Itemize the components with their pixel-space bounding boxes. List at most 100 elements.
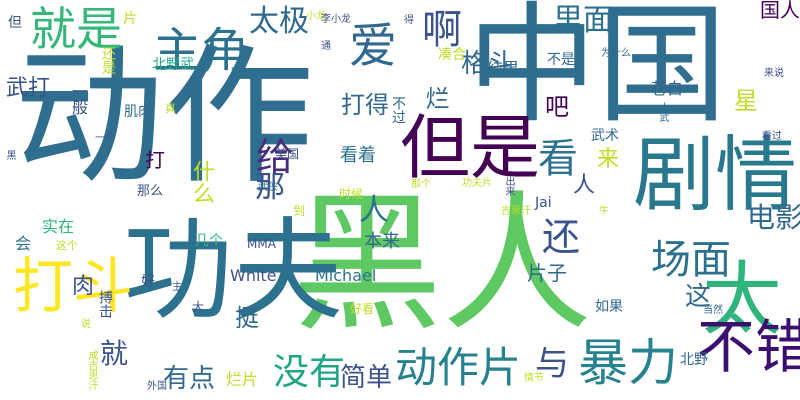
word-57-如果: 如果: [595, 299, 623, 315]
word-69-武术: 武术: [591, 128, 619, 144]
word-52-烂片: 烂片: [226, 370, 259, 389]
word-97-说: 说: [81, 319, 91, 330]
word-53-凑合: 凑合: [438, 47, 466, 63]
word-30-就: 就: [100, 337, 129, 370]
word-28-电影: 电影: [747, 201, 800, 234]
word-77-人武: 人武: [657, 102, 668, 122]
word-4-剧情: 剧情: [633, 128, 798, 223]
word-79-一个: 一个: [95, 133, 115, 144]
word-16-没有: 没有: [273, 352, 346, 393]
word-91-黑: 黑: [4, 150, 15, 160]
word-36-星: 星: [734, 87, 758, 115]
word-18-啊: 啊: [422, 7, 462, 53]
word-3-功夫: 功夫: [123, 207, 343, 335]
word-62-肌肉: 肌肉: [124, 104, 152, 120]
word-20-那: 那: [255, 170, 285, 205]
word-59-片: 片: [123, 11, 137, 27]
word-85-武侠: 武侠: [258, 182, 278, 193]
word-39-看着: 看着: [340, 145, 376, 166]
word-27-简单: 简单: [340, 363, 393, 393]
word-70-还是: 还是: [100, 46, 116, 74]
word-84-出来: 出来: [503, 176, 514, 196]
word-90-牛: 牛: [599, 206, 609, 217]
word-10-不错: 不错: [697, 313, 800, 381]
word-33-武打: 武打: [6, 76, 51, 101]
word-56-不过: 不过: [390, 96, 406, 124]
word-63-搏击: 搏击: [97, 290, 113, 318]
word-17-爱: 爱: [349, 18, 398, 74]
word-19-给: 给: [256, 135, 295, 179]
word-87-李小龙: 李小龙: [321, 14, 351, 25]
word-40-人: 人: [573, 173, 596, 198]
word-81-时候: 时候: [339, 187, 364, 201]
word-22-里面: 里面: [553, 3, 613, 38]
word-38-来: 来: [597, 147, 620, 172]
word-29-这: 这: [685, 282, 712, 312]
word-46-michael: Michael: [315, 266, 377, 285]
word-61-mma: MMA: [247, 237, 276, 251]
word-31-挺: 挺: [235, 304, 259, 332]
word-96-外国: 外国: [147, 381, 167, 392]
word-21-太极: 太极: [249, 4, 309, 39]
word-74-为什么: 为什么: [601, 48, 631, 59]
word-78-真: 真: [165, 102, 176, 115]
word-99-情节: 情节: [524, 373, 544, 384]
word-8-主角: 主角: [153, 23, 250, 79]
word-54-苍白: 苍白: [651, 79, 684, 98]
word-24-人: 人: [359, 193, 389, 228]
word-15-看: 看: [538, 136, 578, 182]
word-43-本来: 本来: [364, 231, 400, 252]
word-50-结果: 结果: [487, 59, 520, 78]
word-6-太: 太: [702, 253, 782, 346]
word-71-但: 但: [8, 15, 22, 31]
word-58-国人: 国人: [760, 0, 800, 22]
word-66-几个: 几个: [195, 233, 223, 249]
word-23-格斗: 格斗: [461, 49, 514, 79]
word-25-与: 与: [535, 344, 569, 384]
word-5-但是: 但是: [400, 107, 540, 189]
word-89-吉思汗: 吉思汗: [501, 206, 531, 217]
word-42-什么: 什么: [189, 160, 214, 204]
word-7-打斗: 打斗: [13, 252, 133, 322]
word-48-会: 会: [15, 234, 32, 253]
word-67-这个: 这个: [56, 239, 78, 252]
word-12-动作片: 动作片: [395, 343, 522, 392]
word-35-烂: 烂: [421, 86, 449, 110]
word-98-成吉思汗: 成吉思汗: [86, 350, 97, 390]
word-49-一般: 一般: [69, 83, 88, 115]
word-2-中国: 中国: [467, 0, 728, 141]
word-73-得: 得: [404, 15, 414, 26]
word-34-打得: 打得: [341, 91, 389, 119]
word-88-通: 通: [321, 41, 331, 52]
word-75-来说: 来说: [764, 68, 784, 79]
word-0-动作: 动作: [14, 31, 315, 205]
word-68-美国: 美国: [275, 147, 300, 161]
word-9-暴力: 暴力: [578, 334, 678, 392]
word-13-场面: 场面: [651, 237, 731, 283]
word-92-主: 主: [172, 282, 182, 293]
word-94-好看: 好看: [350, 302, 375, 316]
word-37-片子: 片子: [527, 261, 567, 285]
word-82-那个: 那个: [411, 179, 431, 190]
word-11-就是: 就是: [30, 2, 122, 56]
word-80-那么: 那么: [137, 184, 164, 199]
word-45-white: White: [230, 266, 277, 285]
word-14-还: 还: [542, 215, 581, 259]
word-76-看过: 看过: [762, 131, 782, 142]
word-86-到: 到: [293, 204, 306, 218]
word-32-吧: 吧: [545, 93, 569, 121]
word-1-黑人: 黑人: [292, 178, 593, 352]
word-95-当然: 当然: [703, 305, 723, 316]
word-64-好: 好: [141, 274, 155, 290]
word-47-实在: 实在: [42, 217, 75, 236]
word-83-功夫片: 功夫片: [462, 178, 492, 189]
word-51-不是: 不是: [547, 52, 575, 68]
word-60-jai: Jai: [535, 195, 552, 211]
word-44-肉: 肉: [72, 274, 95, 299]
word-55-北野武: 北野武: [152, 57, 194, 73]
word-93-大: 大: [192, 300, 205, 314]
word-65-北野: 北野: [680, 352, 708, 368]
word-72-小龙: 小龙: [306, 11, 326, 22]
word-41-打: 打: [145, 148, 165, 172]
